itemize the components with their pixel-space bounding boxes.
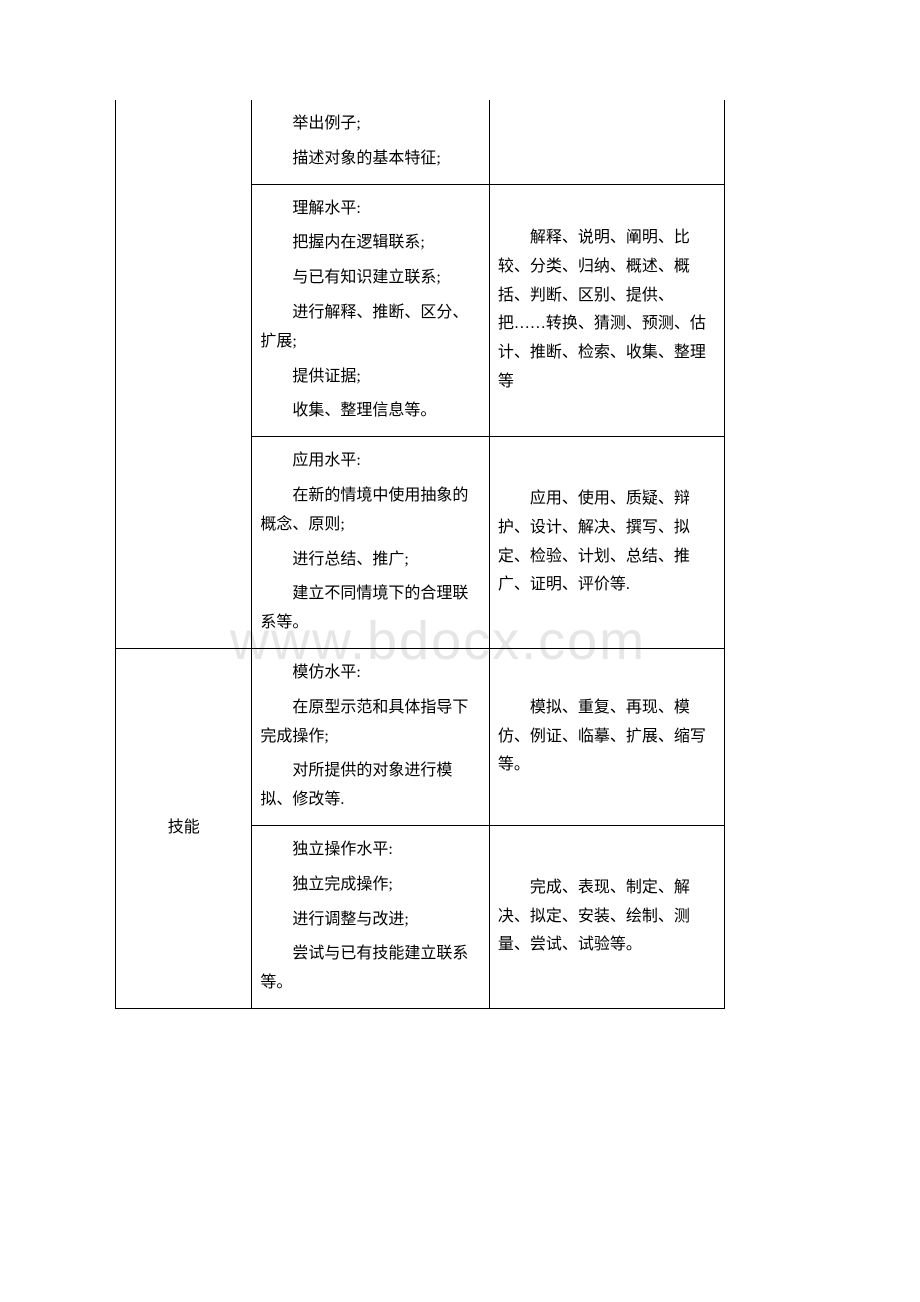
para-text: 独立操作水平:	[260, 836, 481, 865]
verbs-cell: 模拟、重复、再现、模仿、例证、临摹、扩展、缩写等。	[489, 648, 724, 825]
para-text: 把握内在逻辑联系;	[260, 229, 481, 258]
para-text: 对所提供的对象进行模拟、修改等.	[260, 757, 481, 815]
para-text: 独立完成操作;	[260, 871, 481, 900]
verbs-cell: 解释、说明、阐明、比较、分类、归纳、概述、概括、判断、区别、提供、把……转换、猜…	[489, 184, 724, 437]
para-text: 尝试与已有技能建立联系等。	[260, 940, 481, 998]
para-text: 理解水平:	[260, 195, 481, 224]
para-text: 举出例子;	[260, 110, 481, 139]
main-table: 举出例子; 描述对象的基本特征; 理解水平: 把握内在逻辑联系; 与已有知识建立…	[115, 100, 725, 1009]
para-text: 进行解释、推断、区分、扩展;	[260, 299, 481, 357]
level-description-cell: 模仿水平: 在原型示范和具体指导下完成操作; 对所提供的对象进行模拟、修改等.	[252, 648, 490, 825]
para-text: 提供证据;	[260, 363, 481, 392]
category-cell-empty	[116, 100, 252, 648]
para-text: 进行总结、推广;	[260, 546, 481, 575]
para-text: 应用水平:	[260, 447, 481, 476]
table-row: 举出例子; 描述对象的基本特征;	[116, 100, 725, 184]
para-text: 模仿水平:	[260, 659, 481, 688]
para-text: 收集、整理信息等。	[260, 397, 481, 426]
level-description-cell: 举出例子; 描述对象的基本特征;	[252, 100, 490, 184]
verbs-cell	[489, 100, 724, 184]
para-text: 进行调整与改进;	[260, 906, 481, 935]
document-table-container: 举出例子; 描述对象的基本特征; 理解水平: 把握内在逻辑联系; 与已有知识建立…	[115, 100, 725, 1009]
level-description-cell: 独立操作水平: 独立完成操作; 进行调整与改进; 尝试与已有技能建立联系等。	[252, 825, 490, 1008]
para-text: 在原型示范和具体指导下完成操作;	[260, 694, 481, 752]
verbs-cell: 完成、表现、制定、解决、拟定、安装、绘制、测量、尝试、试验等。	[489, 825, 724, 1008]
category-cell-skill: 技能	[116, 648, 252, 1008]
level-description-cell: 理解水平: 把握内在逻辑联系; 与已有知识建立联系; 进行解释、推断、区分、扩展…	[252, 184, 490, 437]
verbs-cell: 应用、使用、质疑、辩护、设计、解决、撰写、拟定、检验、计划、总结、推广、证明、评…	[489, 437, 724, 649]
para-text: 与已有知识建立联系;	[260, 264, 481, 293]
table-row: 技能 模仿水平: 在原型示范和具体指导下完成操作; 对所提供的对象进行模拟、修改…	[116, 648, 725, 825]
para-text: 描述对象的基本特征;	[260, 145, 481, 174]
para-text: 建立不同情境下的合理联系等。	[260, 580, 481, 638]
para-text: 在新的情境中使用抽象的概念、原则;	[260, 482, 481, 540]
level-description-cell: 应用水平: 在新的情境中使用抽象的概念、原则; 进行总结、推广; 建立不同情境下…	[252, 437, 490, 649]
